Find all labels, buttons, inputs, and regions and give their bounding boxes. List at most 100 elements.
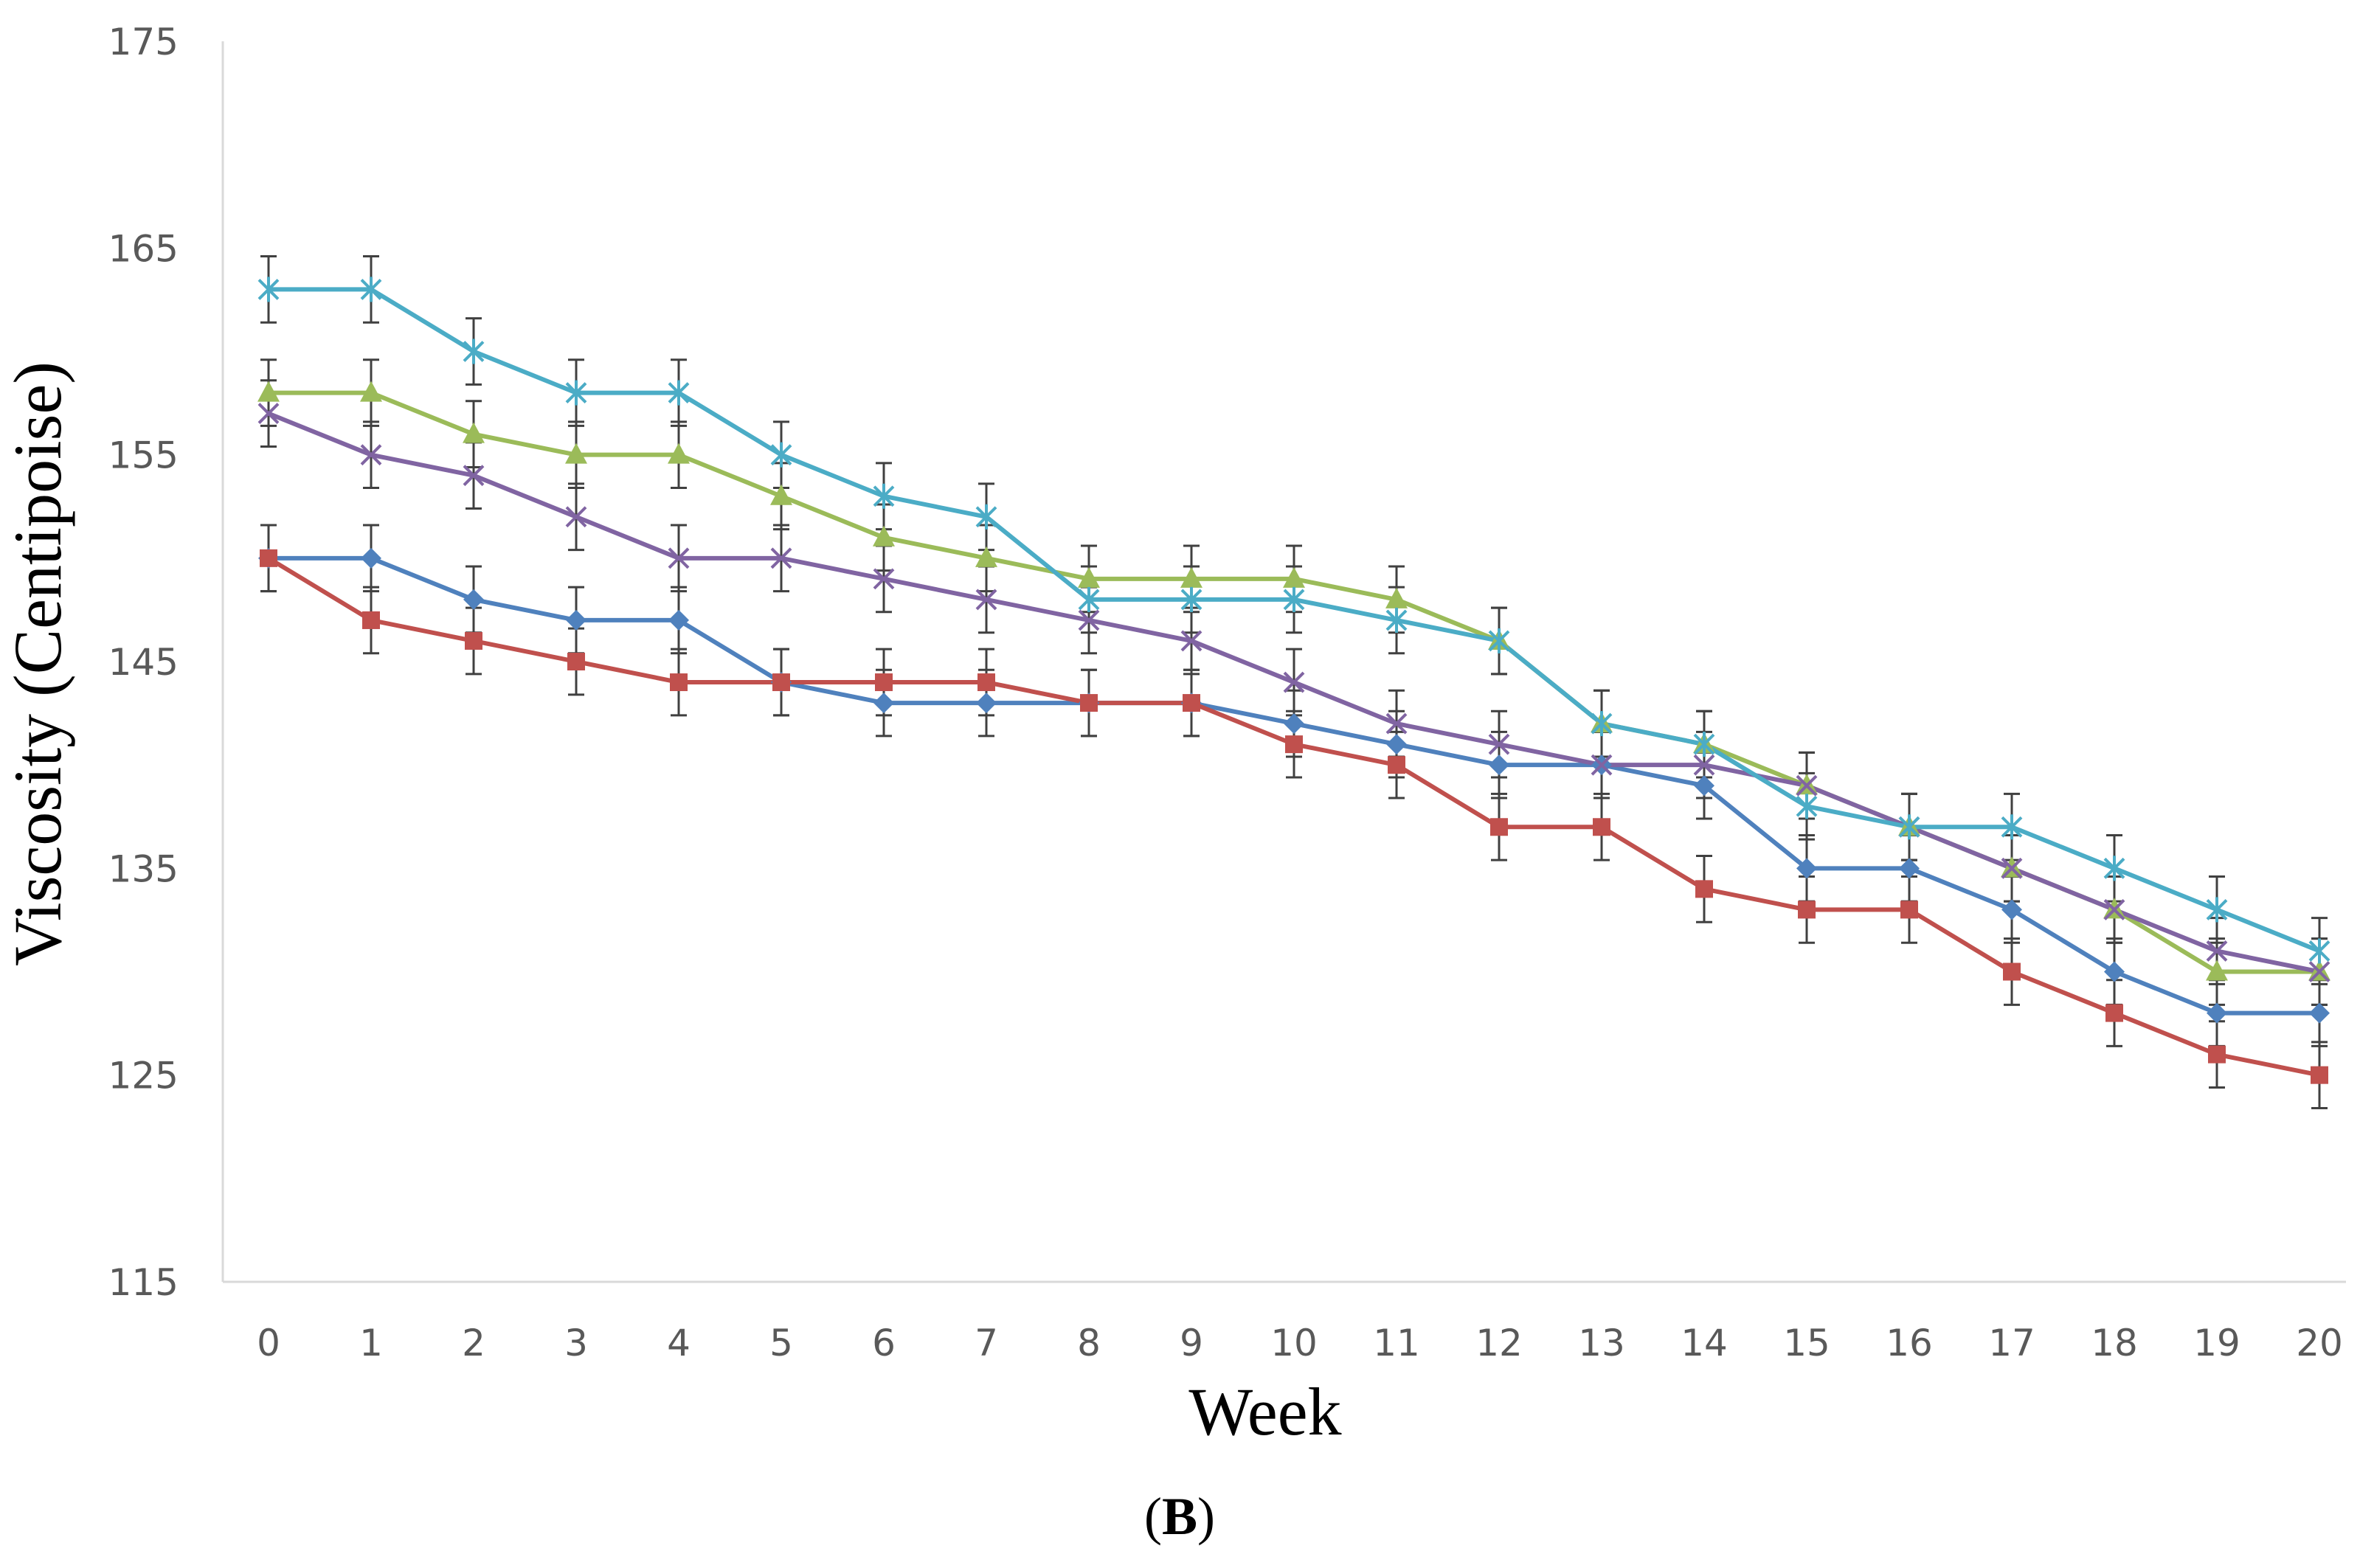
series-2-point <box>977 673 995 692</box>
series-4-point <box>360 444 382 466</box>
x-tick-labels: 0 1 2 3 4 5 6 7 8 9 10 11 12 13 14 15 16 17 18 19 20 <box>257 1322 2343 1364</box>
series-1-point <box>566 609 586 631</box>
series-4-point <box>565 506 587 528</box>
series-4-point <box>2103 898 2125 920</box>
series-5-point <box>2103 856 2125 881</box>
series-2-point <box>1490 818 1508 836</box>
y-tick-label: 115 <box>108 1261 179 1304</box>
series-2-point <box>670 673 688 692</box>
series-4-point <box>2001 857 2023 879</box>
series-5-point <box>2001 814 2023 840</box>
series-1-point <box>873 693 894 714</box>
series-2-point <box>1285 735 1303 754</box>
series-1-point <box>1899 858 1920 879</box>
series-3-point <box>360 381 382 402</box>
x-tick-label: 2 <box>462 1322 485 1364</box>
series-2-point <box>1593 818 1610 836</box>
panel-label-letter: B <box>1162 1487 1197 1546</box>
x-tick-label: 10 <box>1270 1322 1318 1364</box>
x-tick-label: 19 <box>2193 1322 2240 1364</box>
series-2-point <box>1388 756 1405 774</box>
series-3-point <box>463 422 485 443</box>
panel-label: (B) <box>1144 1487 1215 1546</box>
x-tick-label: 4 <box>667 1322 691 1364</box>
series-4-point <box>1283 671 1305 693</box>
series-2-point <box>2003 962 2021 981</box>
y-tick-label: 135 <box>108 847 179 890</box>
series-1-point <box>2207 1002 2227 1024</box>
x-tick-label: 5 <box>769 1322 793 1364</box>
series-2-point <box>875 673 893 692</box>
series-4-point <box>1078 609 1100 631</box>
series-1-point <box>2104 961 2125 982</box>
x-tick-label: 17 <box>1988 1322 2035 1364</box>
panel-label-open: ( <box>1144 1487 1162 1546</box>
series-4-point <box>1385 712 1408 735</box>
series-3-point <box>770 484 792 505</box>
panel-label-close: ) <box>1197 1487 1215 1546</box>
series-4-point <box>1180 630 1203 652</box>
series-5-point <box>463 339 485 364</box>
series-1-point <box>1694 775 1714 797</box>
series-5-point <box>975 504 997 530</box>
series-2-point <box>2208 1045 2226 1064</box>
series-4-point <box>975 589 997 611</box>
series-3-point <box>1385 587 1408 608</box>
x-tick-label: 18 <box>2091 1322 2138 1364</box>
x-tick-label: 15 <box>1783 1322 1830 1364</box>
series-5-point <box>668 380 690 406</box>
axes <box>221 41 2346 1283</box>
x-tick-label: 12 <box>1475 1322 1523 1364</box>
series-5-point <box>1591 711 1613 737</box>
series-3-point <box>257 381 280 402</box>
x-tick-label: 8 <box>1077 1322 1101 1364</box>
series-5-point <box>1488 628 1510 653</box>
series-2-point <box>2311 1066 2328 1084</box>
series-markers <box>257 277 2330 1084</box>
series-5-point <box>360 277 382 302</box>
x-tick-label: 14 <box>1681 1322 1728 1364</box>
series-3-point <box>565 443 587 464</box>
series-4-point <box>2308 961 2330 982</box>
series-2-point <box>2105 1004 2123 1022</box>
series-4-point <box>1796 774 1818 797</box>
series-2-point <box>260 549 277 567</box>
series-3-point <box>2206 960 2228 981</box>
series-5-point <box>1796 794 1818 819</box>
series-2-point <box>362 611 380 629</box>
series-1-point <box>361 547 381 569</box>
series-5-point <box>2308 938 2330 964</box>
series-4-point <box>1488 733 1510 755</box>
series-5-point <box>257 277 280 302</box>
series-3-point <box>1180 566 1203 588</box>
series-4-point <box>770 547 792 569</box>
y-tick-label: 145 <box>108 641 179 684</box>
x-tick-label: 13 <box>1578 1322 1625 1364</box>
series-5-point <box>1693 732 1715 757</box>
series-4-point <box>873 568 895 590</box>
series-1-point <box>668 609 689 631</box>
series-3-point <box>1078 566 1100 588</box>
series-2-point <box>1798 901 1816 919</box>
series-5-point <box>1385 607 1408 633</box>
y-tick-label: 175 <box>108 21 179 63</box>
series-1-point <box>1284 713 1304 735</box>
series-4-point <box>257 403 280 425</box>
x-tick-label: 7 <box>975 1322 998 1364</box>
series-1-point <box>463 589 484 610</box>
series-5-point <box>1283 586 1305 612</box>
series-5-point <box>1180 586 1203 612</box>
series-5-point <box>2206 897 2228 923</box>
series-5-point <box>1898 814 1920 840</box>
x-tick-label: 0 <box>257 1322 280 1364</box>
x-tick-label: 6 <box>872 1322 896 1364</box>
series-2-point <box>1900 901 1918 919</box>
y-tick-label: 155 <box>108 434 179 477</box>
series-5-point <box>1078 586 1100 612</box>
series-2-point <box>1183 694 1200 712</box>
x-tick-label: 11 <box>1373 1322 1420 1364</box>
y-tick-label: 125 <box>108 1055 179 1097</box>
series-2-point <box>465 631 482 650</box>
series-2-point <box>1080 694 1098 712</box>
